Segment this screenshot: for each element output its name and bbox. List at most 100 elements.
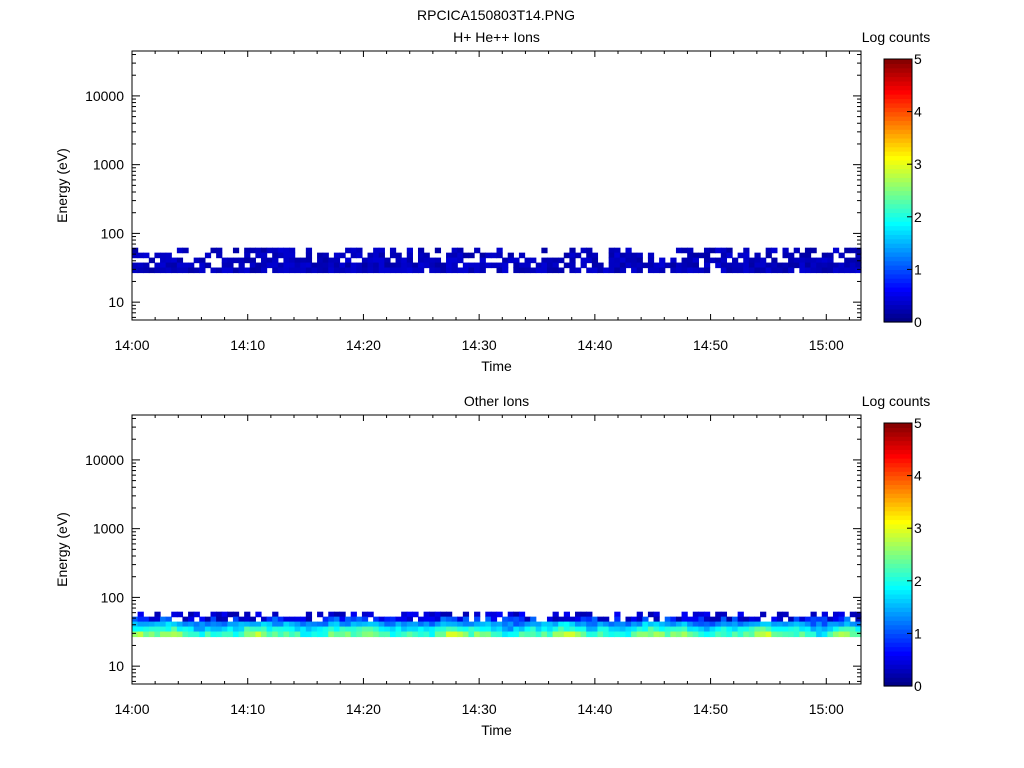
heatmap-cell — [148, 626, 156, 633]
heatmap-cell — [625, 616, 632, 623]
heatmap-cell — [608, 626, 615, 633]
heatmap-cell — [496, 262, 503, 269]
heatmap-cell — [804, 616, 812, 623]
heatmap-cell — [580, 626, 587, 633]
colorbar-segment — [884, 94, 912, 100]
heatmap-cell — [244, 247, 251, 254]
heatmap-cell — [440, 616, 447, 623]
heatmap-cell — [389, 262, 397, 269]
heatmap-cell — [322, 626, 329, 633]
heatmap-cell — [546, 257, 554, 264]
heatmap-cell — [182, 621, 189, 628]
heatmap-cell — [440, 631, 447, 638]
heatmap-cell — [232, 616, 240, 623]
colorbar-segment — [884, 642, 912, 648]
heatmap-cell — [468, 262, 475, 269]
heatmap-cell — [373, 621, 380, 628]
colorbar-segment — [884, 458, 912, 464]
heatmap-cell — [479, 262, 486, 269]
heatmap-cell — [389, 621, 397, 628]
heatmap-cell — [429, 626, 436, 633]
chart-title: Other Ions — [464, 393, 529, 409]
heatmap-cell — [356, 262, 363, 269]
heatmap-cell — [507, 621, 514, 628]
heatmap-cell — [272, 252, 279, 259]
heatmap-cell — [182, 631, 189, 638]
colorbar-segment — [884, 186, 912, 192]
heatmap-cell — [266, 257, 273, 264]
heatmap-cell — [586, 621, 593, 628]
y-tick-label: 1000 — [93, 157, 124, 173]
heatmap-cell — [434, 631, 442, 638]
colorbar-segment — [884, 85, 912, 91]
heatmap-cell — [720, 616, 728, 623]
heatmap-cell — [530, 631, 537, 638]
colorbar-segment — [884, 269, 912, 275]
heatmap-cell — [631, 621, 638, 628]
heatmap-cell — [434, 626, 442, 633]
heatmap-cell — [300, 267, 307, 274]
heatmap-cell — [479, 257, 486, 264]
heatmap-cell — [832, 631, 840, 638]
heatmap-cell — [283, 257, 290, 264]
heatmap-cell — [238, 621, 245, 628]
heatmap-cell — [305, 257, 313, 264]
heatmap-cell — [260, 262, 268, 269]
heatmap-cell — [524, 267, 531, 274]
heatmap-cell — [333, 257, 341, 264]
heatmap-cell — [788, 621, 795, 628]
heatmap-cell — [361, 626, 369, 633]
heatmap-cell — [804, 262, 812, 269]
heatmap-cell — [619, 267, 627, 274]
heatmap-cell — [249, 621, 256, 628]
heatmap-cell — [440, 626, 447, 633]
heatmap-cell — [653, 621, 660, 628]
heatmap-cell — [333, 621, 341, 628]
heatmap-cell — [754, 631, 761, 638]
heatmap-cell — [367, 621, 374, 628]
heatmap-cell — [647, 262, 655, 269]
heatmap-cell — [603, 621, 610, 628]
heatmap-cell — [591, 262, 599, 269]
heatmap-cell — [535, 626, 542, 633]
heatmap-cell — [832, 262, 840, 269]
heatmap-cell — [171, 621, 178, 628]
heatmap-cell — [176, 611, 184, 618]
heatmap-cell — [244, 626, 251, 633]
heatmap-cell — [440, 611, 447, 618]
heatmap-cell — [597, 267, 604, 274]
heatmap-cell — [844, 626, 851, 633]
heatmap-cell — [524, 621, 531, 628]
colorbar-segment — [884, 453, 912, 459]
heatmap-cell — [333, 616, 341, 623]
heatmap-cell — [401, 262, 408, 269]
heatmap-cell — [227, 621, 234, 628]
heatmap-cell — [597, 621, 604, 628]
heatmap-cell — [743, 621, 750, 628]
heatmap-cell — [244, 616, 251, 623]
heatmap-cell — [429, 616, 436, 623]
heatmap-cell — [788, 616, 795, 623]
heatmap-cell — [216, 616, 223, 623]
heatmap-cell — [804, 621, 812, 628]
heatmap-cell — [586, 267, 593, 274]
colorbar-segment — [884, 567, 912, 573]
heatmap-cell — [625, 631, 632, 638]
heatmap-cell — [389, 626, 397, 633]
heatmap-cell — [356, 247, 363, 254]
heatmap-cell — [333, 262, 341, 269]
heatmap-cell — [373, 267, 380, 274]
heatmap-cell — [776, 611, 784, 618]
colorbar-segment — [884, 212, 912, 218]
heatmap-cell — [446, 631, 453, 638]
heatmap-cell — [754, 621, 761, 628]
heatmap-cell — [378, 267, 385, 274]
heatmap-cell — [765, 262, 772, 269]
heatmap-cell — [361, 611, 369, 618]
heatmap-cell — [720, 247, 728, 254]
heatmap-cell — [687, 247, 694, 254]
colorbar-segment — [884, 629, 912, 634]
heatmap-cell — [193, 257, 200, 264]
heatmap-cell — [490, 621, 498, 628]
heatmap-cell — [703, 616, 711, 623]
